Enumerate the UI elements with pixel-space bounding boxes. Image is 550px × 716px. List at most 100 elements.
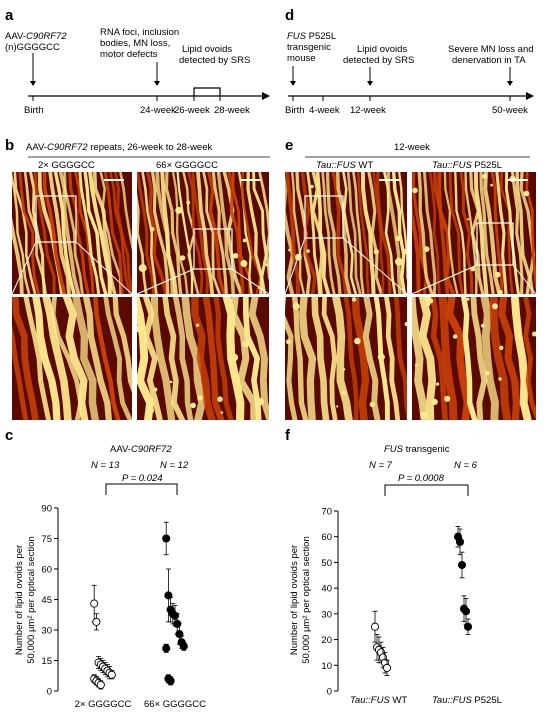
ev-50-line1: Severe MN loss and xyxy=(448,44,534,55)
ev-50-line2: denervation in TA xyxy=(452,55,526,66)
marker xyxy=(179,642,188,651)
f-xlabel-right: Tau::FUS P525L xyxy=(432,695,502,706)
panel-letter-a: a xyxy=(5,7,14,24)
c-title: AAV-C90RF72 xyxy=(110,444,172,455)
b-label-right: 66× GGGGCC xyxy=(156,160,218,171)
c-ylabel-line2: 50,000 μm² per optical section xyxy=(26,536,37,663)
data-point xyxy=(166,676,175,686)
f-n-left: N = 7 xyxy=(369,460,393,471)
data-point xyxy=(92,613,101,631)
ev-srs-d-line2: detected by SRS xyxy=(343,55,414,66)
micrograph-66x-ggggcc xyxy=(136,172,270,295)
c-n-right: N = 12 xyxy=(160,460,189,471)
data-point xyxy=(370,610,380,643)
y-tick-label: 45 xyxy=(41,595,52,606)
y-tick-label: 15 xyxy=(41,656,52,667)
marker xyxy=(96,680,105,689)
d-title-line3: mouse xyxy=(287,53,316,64)
f-significance-bracket xyxy=(384,484,469,496)
t-birth-d: Birth xyxy=(285,105,305,116)
zoom-box xyxy=(193,228,233,270)
timeline-a-construct-repeat: (n)GGGGCC xyxy=(5,42,60,53)
y-tick-label: 90 xyxy=(41,504,52,515)
timeline-a-construct: AAV-C90RF72 xyxy=(5,31,67,42)
data-point xyxy=(107,670,116,680)
x-tick-label: 66× GGGGCC xyxy=(144,699,206,710)
y-tick-label: 0 xyxy=(47,687,52,698)
y-tick-label: 60 xyxy=(41,565,52,576)
marker xyxy=(463,622,473,631)
zoom-box xyxy=(304,195,344,239)
micrograph-fus-wt xyxy=(284,172,408,295)
ev-24-line3: motor defects xyxy=(100,49,158,60)
c-p-value: P = 0.024 xyxy=(122,473,163,484)
marker xyxy=(162,644,171,653)
micrograph-fus-p525l-zoom xyxy=(412,297,536,420)
y-tick-label: 60 xyxy=(321,532,332,543)
c-n-left: N = 13 xyxy=(91,460,120,471)
data-point xyxy=(162,643,171,653)
timeline-a: AAV-C90RF72 (n)GGGGCC RNA foci, inclusio… xyxy=(5,27,270,116)
data-point xyxy=(96,680,105,690)
micrograph-2x-ggggcc xyxy=(11,172,133,295)
marker xyxy=(382,663,392,672)
t-26: 26-week xyxy=(174,105,210,116)
y-tick-label: 40 xyxy=(321,584,332,595)
marker xyxy=(107,670,116,679)
f-ylabel-line1: Number of lipid ovoids per xyxy=(289,545,300,655)
ev-24-line2: bodies, MN loss, xyxy=(100,38,170,49)
bracket-26-28 xyxy=(193,87,221,96)
marker xyxy=(92,617,101,626)
panel-letter-b: b xyxy=(5,137,14,154)
data-point xyxy=(382,659,392,676)
y-tick-label: 30 xyxy=(321,609,332,620)
t-28: 28-week xyxy=(214,105,250,116)
zoom-box xyxy=(35,195,77,243)
x-tick-label: 2× GGGGCC xyxy=(75,699,132,710)
d-title-line1: FUS P525L xyxy=(287,31,336,42)
y-tick-label: 0 xyxy=(327,687,332,698)
e-label-right: Tau::FUS P525L xyxy=(432,160,502,171)
f-ylabel-line2: 50,000 μm² per optical section xyxy=(301,536,312,663)
ev-srs-a-line1: Lipid ovoids xyxy=(182,44,232,55)
marker xyxy=(370,622,380,631)
ev-24-line1: RNA foci, inclusion xyxy=(100,27,179,38)
marker xyxy=(461,607,471,616)
t-4: 4-week xyxy=(309,105,340,116)
c-ylabel-line1: Number of lipid ovoids per xyxy=(14,545,25,655)
f-n-right: N = 6 xyxy=(454,460,478,471)
data-point xyxy=(457,551,467,579)
marker xyxy=(162,534,171,543)
marker xyxy=(90,599,99,608)
panel-letter-e: e xyxy=(285,137,293,154)
data-point xyxy=(463,618,473,635)
data-point xyxy=(162,521,171,556)
y-tick-label: 10 xyxy=(321,661,332,672)
t-24: 24-week xyxy=(140,105,176,116)
ev-srs-d-line1: Lipid ovoids xyxy=(357,44,407,55)
panel-letter-c: c xyxy=(5,427,13,444)
panel-letter-f: f xyxy=(285,427,291,444)
marker xyxy=(457,560,467,570)
data-point xyxy=(461,598,471,625)
t-12: 12-week xyxy=(350,105,386,116)
marker xyxy=(166,676,175,685)
marker xyxy=(455,537,465,546)
d-title-line2: transgenic xyxy=(287,42,331,53)
y-tick-label: 75 xyxy=(41,534,52,545)
data-point xyxy=(90,584,99,623)
y-tick-label: 20 xyxy=(321,635,332,646)
e-label-left: Tau::FUS WT xyxy=(316,160,373,171)
chart-c: 0 15 30 45 60 75 90 2× GGGGCC 66× GGGGCC xyxy=(41,504,206,711)
chart-f: 0 10 20 30 40 50 60 70 xyxy=(321,507,473,698)
f-p-value: P = 0.0008 xyxy=(398,473,445,484)
ev-srs-a-line2: detected by SRS xyxy=(179,55,250,66)
c-significance-bracket xyxy=(105,483,178,495)
f-xlabel-left: Tau::FUS WT xyxy=(350,695,407,706)
t-birth-a: Birth xyxy=(24,105,44,116)
micrograph-2x-ggggcc-zoom xyxy=(12,297,132,420)
y-tick-label: 50 xyxy=(321,558,332,569)
b-title: AAV-C90RF72 repeats, 26-week to 28-week xyxy=(26,142,212,153)
panel-letter-d: d xyxy=(285,7,294,24)
